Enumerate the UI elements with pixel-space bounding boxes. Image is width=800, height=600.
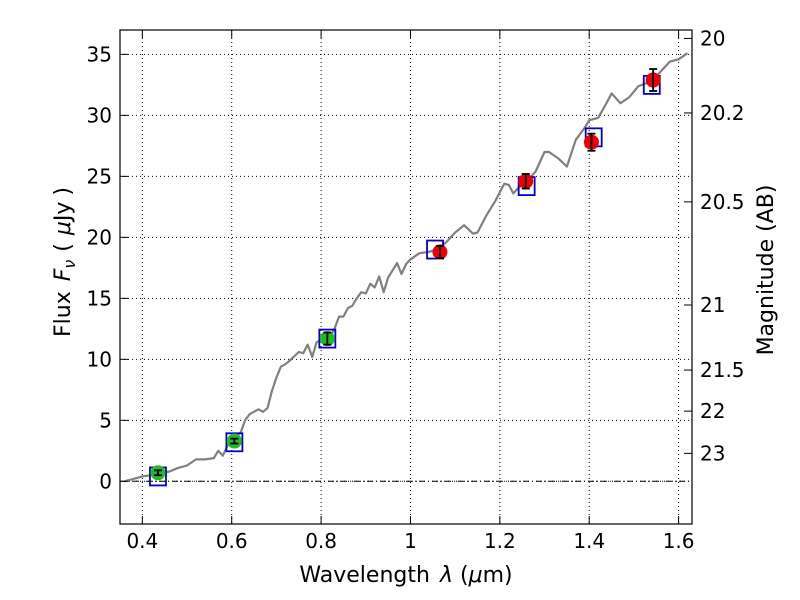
x-axis-title: Wavelength λ (μm) (299, 563, 512, 588)
magnitude-tick-label: 21 (700, 293, 725, 317)
y-axis-unit-rest: Jy (51, 202, 76, 224)
x-tick-label: 1.6 (663, 529, 695, 553)
data-layer (124, 52, 689, 487)
model-flux-square (225, 432, 244, 453)
magnitude-tick-label: 20 (700, 26, 725, 50)
y-axis-label: Flux (51, 291, 76, 337)
y-tick-label: 5 (99, 408, 112, 432)
y-tick-label: 25 (87, 164, 112, 188)
x-axis-unit-open: ( (460, 563, 469, 588)
x-tick-label: 0.6 (216, 529, 248, 553)
magnitude-tick-label: 20.2 (700, 101, 745, 125)
x-axis-symbol: λ (439, 563, 453, 588)
y-axis-symbol: F (51, 268, 76, 281)
x-tick-label: 1.4 (573, 529, 605, 553)
x-axis-unit-rest: m) (483, 563, 513, 588)
y-tick-label: 0 (99, 469, 112, 493)
grid (120, 30, 692, 524)
x-tick-label: 1.2 (484, 529, 516, 553)
magnitude-tick-label: 23 (700, 441, 725, 465)
x-axis-unit-mu: μ (468, 563, 483, 588)
magnitude-tick-label: 20.5 (700, 190, 745, 214)
y-tick-label: 35 (87, 42, 112, 66)
y-axis-title: Flux Fν ( μJy) (51, 187, 79, 337)
y-tick-label: 20 (87, 225, 112, 249)
plot-area (120, 30, 692, 524)
ticks: 0.4 0.6 0.8 1 1.2 1.4 1.6 0 5 10 15 20 25 30 35 20 20.2 2… (87, 26, 745, 553)
magnitude-tick-label: 22 (700, 399, 725, 423)
y-tick-label: 15 (87, 286, 112, 310)
x-tick-label: 0.4 (126, 529, 158, 553)
y-axis-symbol-subscript: ν (60, 260, 79, 269)
x-axis-label: Wavelength (299, 563, 430, 588)
y-tick-label: 10 (87, 347, 112, 371)
y2-axis-title: Magnitude (AB) (754, 185, 779, 356)
x-tick-label: 0.8 (305, 529, 337, 553)
magnitude-tick-label: 21.5 (700, 358, 745, 382)
y-axis-unit-close: ) (51, 187, 76, 196)
y-axis-unit-open: ( (51, 243, 76, 252)
plot-frame (119, 29, 693, 525)
y-tick-label: 30 (87, 103, 112, 127)
model-flux-square (318, 328, 337, 349)
y-axis-unit-mu: μ (51, 221, 76, 236)
x-tick-label: 1 (404, 529, 417, 553)
